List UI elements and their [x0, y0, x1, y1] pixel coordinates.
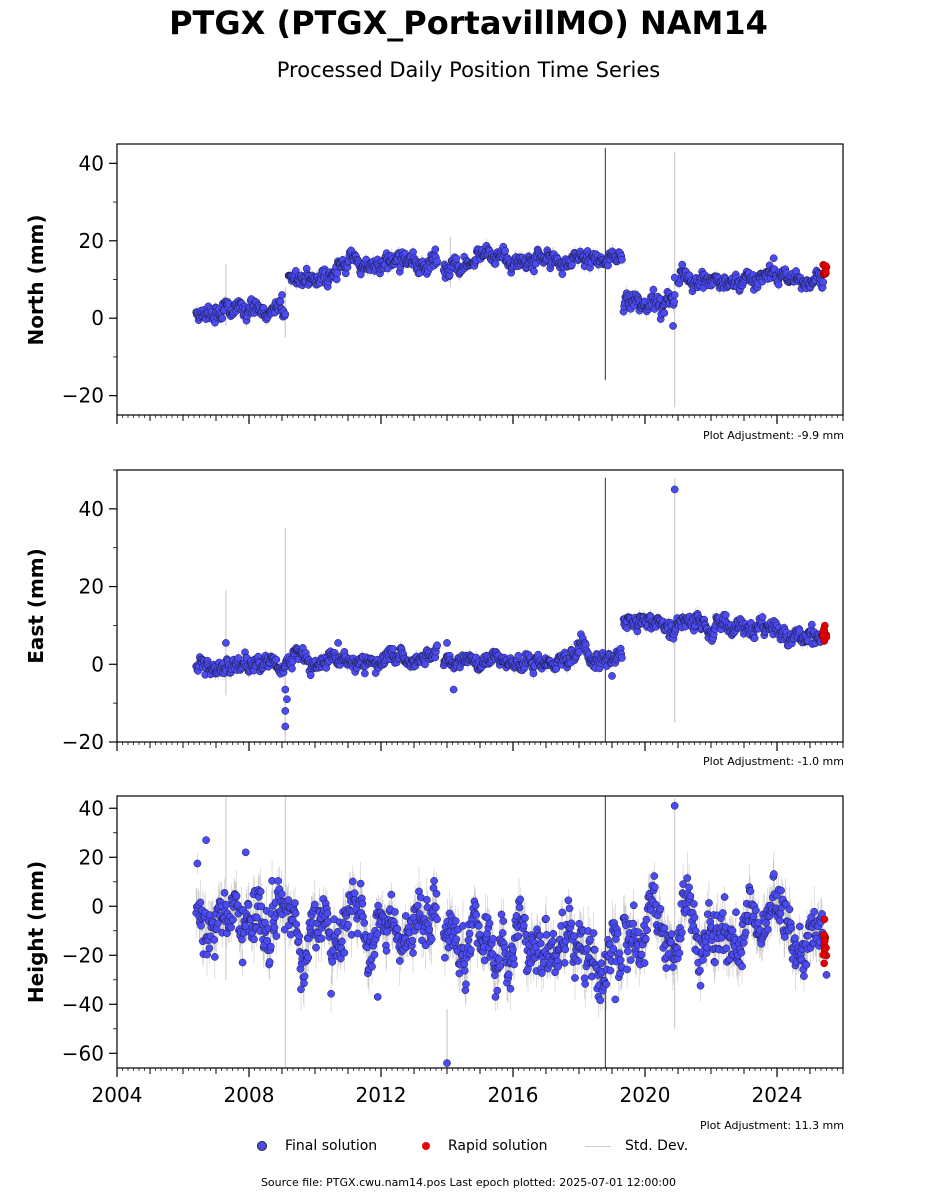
panel-0: −20 0 20 40 North (mm)	[24, 143, 844, 424]
y-ticks: −20 0 20 40	[62, 151, 117, 408]
outlier-point	[222, 639, 230, 647]
outlier-point	[608, 672, 616, 680]
y-tick-label: −20	[62, 384, 104, 408]
final-point	[514, 651, 523, 660]
final-point	[618, 255, 626, 264]
y-tick-label: 0	[91, 652, 104, 676]
final-point	[433, 641, 441, 650]
x-ticks	[116, 742, 844, 751]
final-point	[306, 671, 315, 680]
final-point	[750, 634, 759, 643]
panel-1: −20 0 20 40 East (mm)	[24, 469, 844, 754]
final-points	[192, 485, 828, 731]
final-point	[433, 257, 441, 266]
final-point	[670, 291, 679, 299]
rapid-points	[819, 260, 831, 279]
final-point	[660, 309, 669, 317]
plot-area-0	[192, 147, 831, 408]
y-ticks: −20 0 20 40	[62, 469, 117, 754]
final-point	[774, 280, 783, 289]
y-axis-label: East (mm)	[24, 548, 48, 664]
chart-title: PTGX (PTGX_PortavillMO) NAM14	[169, 4, 768, 42]
outlier-point	[669, 322, 677, 330]
final-point	[758, 613, 767, 621]
rapid-points	[819, 621, 831, 645]
final-point	[678, 260, 687, 269]
outlier-point	[769, 254, 778, 263]
final-point	[819, 278, 828, 286]
final-point	[568, 260, 576, 269]
final-point	[530, 267, 538, 276]
outlier-point	[334, 639, 342, 647]
y-tick-label: 40	[79, 151, 104, 175]
final-point	[670, 298, 678, 306]
chart-subtitle: Processed Daily Position Time Series	[276, 58, 661, 82]
outlier-point	[670, 273, 679, 282]
plot-area-1	[192, 477, 831, 742]
outlier-point	[449, 685, 458, 694]
final-point	[288, 664, 296, 673]
x-ticks	[116, 415, 844, 424]
outlier-point	[670, 485, 679, 494]
y-tick-label: 40	[79, 497, 104, 521]
final-point	[721, 611, 730, 619]
final-point	[431, 245, 440, 254]
y-tick-label: −20	[62, 730, 104, 754]
final-point	[618, 654, 626, 662]
final-point	[276, 297, 285, 306]
final-point	[421, 660, 429, 669]
final-point	[409, 248, 417, 256]
outlier-point	[283, 695, 291, 704]
outlier-point	[281, 707, 290, 715]
plot-area-2	[192, 796, 831, 1068]
final-points	[192, 241, 828, 330]
final-point	[281, 310, 290, 319]
outlier-point	[281, 685, 290, 694]
final-point	[389, 645, 397, 653]
y-tick-label: 20	[79, 575, 104, 599]
final-point	[501, 246, 509, 255]
outlier-point	[443, 639, 451, 647]
y-tick-label: 20	[79, 229, 104, 253]
final-point	[218, 314, 227, 323]
final-point	[807, 620, 816, 629]
final-point	[360, 669, 369, 678]
outlier-point	[278, 291, 286, 299]
final-point	[333, 269, 342, 278]
panel-2: 2004 2008 2012 2016 2020 2024−60−40−2002040He…	[24, 795, 844, 1107]
y-axis-label: North (mm)	[24, 214, 48, 345]
final-point	[575, 648, 584, 656]
final-point	[452, 254, 461, 263]
final-point	[649, 285, 658, 294]
final-point	[272, 655, 281, 664]
final-point	[529, 669, 538, 678]
rapid-point	[819, 631, 828, 640]
final-point	[558, 270, 567, 278]
rapid-point	[821, 268, 830, 276]
outlier-point	[281, 722, 290, 731]
std-dev-bars	[195, 477, 824, 742]
y-tick-label: 0	[91, 306, 104, 330]
